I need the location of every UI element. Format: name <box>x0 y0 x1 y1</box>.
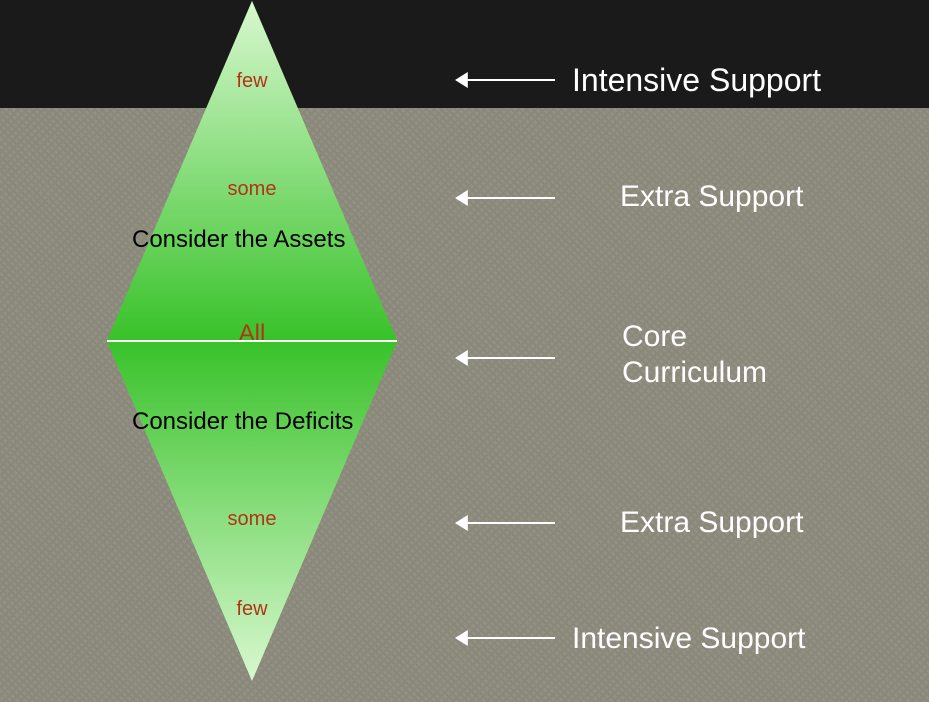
label-extra-support-top: Extra Support <box>620 180 803 214</box>
arrow-left-icon <box>455 350 555 366</box>
arrow-left-icon <box>455 72 555 88</box>
label-core-line2: Curriculum <box>622 356 767 390</box>
label-intensive-support-bottom: Intensive Support <box>572 622 805 656</box>
diamond-separator <box>107 340 397 342</box>
arrow-left-icon <box>455 630 555 646</box>
arrows-layer <box>0 0 929 702</box>
label-extra-support-bottom: Extra Support <box>620 506 803 540</box>
diagram-stage: few some All some few Consider the Asset… <box>0 0 929 702</box>
arrow-left-icon <box>455 190 555 206</box>
label-core-line1: Core <box>622 320 687 354</box>
label-intensive-support-top: Intensive Support <box>572 62 821 99</box>
arrow-left-icon <box>455 515 555 531</box>
